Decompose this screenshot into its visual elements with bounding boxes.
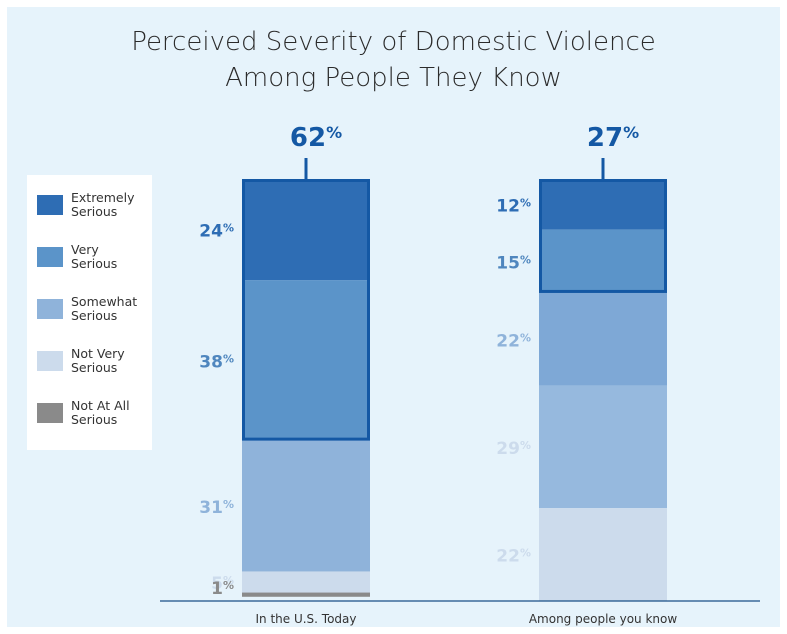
legend: Extremely Serious Very Serious Somewhat Ser… <box>27 175 152 450</box>
highlight-total-label: 62% <box>290 123 342 153</box>
data-label: 5% <box>211 574 234 594</box>
bar-segment <box>242 592 370 597</box>
bar-segment <box>242 440 370 572</box>
bar-segment <box>539 229 667 293</box>
legend-label: Very Serious <box>71 242 118 271</box>
chart-title-line-1: Perceived Severity of Domestic Violence <box>131 27 656 57</box>
bar-segment <box>539 508 667 601</box>
data-label: 12% <box>496 196 531 216</box>
highlight-total-label: 27% <box>587 123 639 153</box>
legend-label: Extremely Serious <box>71 190 135 219</box>
data-label: 24% <box>199 222 234 242</box>
data-label: 1% <box>211 579 234 599</box>
category-label: Among people you know <box>529 612 678 626</box>
category-label: In the U.S. Today <box>255 612 356 626</box>
bar-segment <box>539 179 667 230</box>
chart-title-line-2: Among People They Know <box>225 63 562 93</box>
data-label: 22% <box>496 331 531 351</box>
data-label: 38% <box>199 352 234 372</box>
legend-label: Not At All Serious <box>71 398 130 427</box>
legend-swatch <box>37 351 63 371</box>
highlight-box <box>539 179 667 293</box>
bar-segment <box>242 571 370 593</box>
legend-swatch <box>37 247 63 267</box>
data-label: 29% <box>496 439 531 459</box>
legend-swatch <box>37 403 63 423</box>
legend-swatch <box>37 299 63 319</box>
legend-label: Somewhat Serious <box>71 294 138 323</box>
legend-label: Not Very Serious <box>71 346 125 375</box>
bar-segment <box>242 179 370 281</box>
data-label: 31% <box>199 498 234 518</box>
data-label: 22% <box>496 547 531 567</box>
highlight-box <box>242 179 370 441</box>
legend-swatch <box>37 195 63 215</box>
bar-segment <box>539 292 667 386</box>
data-label: 15% <box>496 253 531 273</box>
bar-segment <box>539 385 667 509</box>
bar-segment <box>242 280 370 441</box>
chart-title: Perceived Severity of Domestic Violence … <box>0 24 787 96</box>
